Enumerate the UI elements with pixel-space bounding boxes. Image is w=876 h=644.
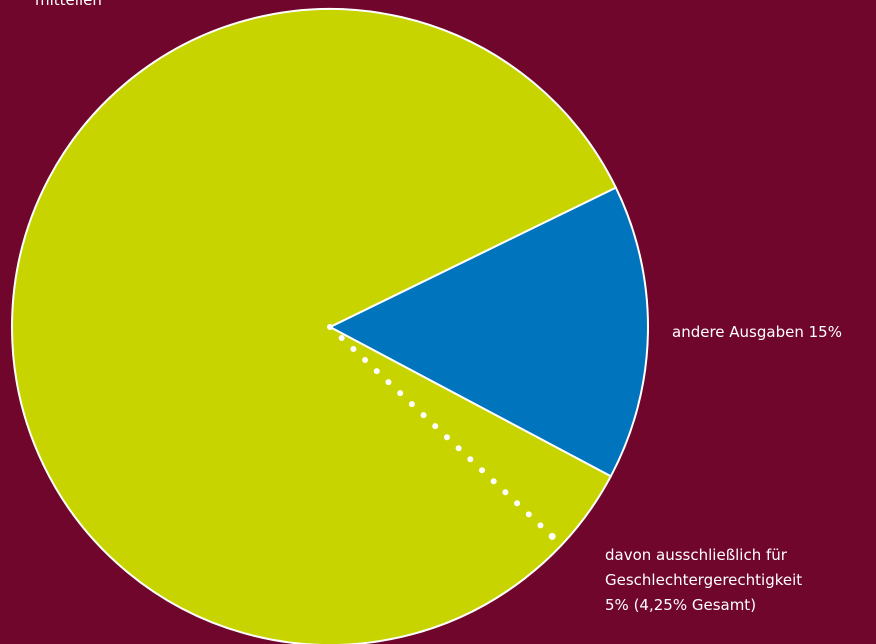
divider-dot: [420, 412, 427, 419]
label-gender-line-2: Geschlechtergerechtigkeit: [605, 571, 802, 589]
divider-dot: [455, 445, 462, 452]
divider-dot: [537, 522, 544, 529]
divider-dot: [432, 423, 439, 430]
label-gender-line-1: davon ausschließlich für: [605, 546, 788, 564]
divider-dot: [514, 500, 521, 507]
divider-dot: [350, 346, 357, 353]
divider-dot: [397, 390, 404, 397]
divider-dot: [373, 368, 380, 375]
label-gender-line-3: 5% (4,25% Gesamt): [605, 596, 756, 614]
divider-dot: [443, 434, 450, 441]
divider-dot: [385, 379, 392, 386]
pie-slice-1: [11, 8, 617, 644]
divider-dot: [490, 478, 497, 485]
pie-slices: [11, 8, 649, 644]
divider-dot: [502, 489, 509, 496]
label-other-expenses: andere Ausgaben 15%: [672, 323, 842, 341]
divider-dot: [525, 511, 532, 518]
divider-end-dot: [548, 532, 556, 540]
divider-dot: [408, 401, 415, 408]
pie-slice-0: [329, 186, 649, 478]
center-dot: [327, 324, 333, 330]
label-main-slice: mitteilen: [35, 0, 102, 9]
divider-dot: [362, 357, 369, 364]
divider-dot: [338, 335, 345, 342]
divider-dot: [467, 456, 474, 463]
divider-dot: [479, 467, 486, 474]
sub-slice-divider: [327, 324, 556, 540]
